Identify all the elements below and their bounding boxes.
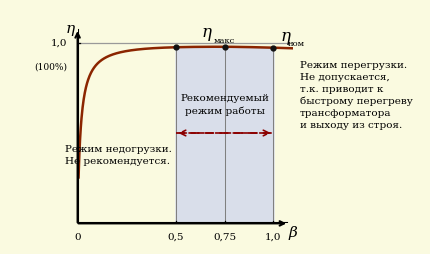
- Text: Рекомендуемый
режим работы: Рекомендуемый режим работы: [180, 94, 268, 115]
- Text: η: η: [280, 28, 290, 45]
- Text: макс: макс: [213, 37, 234, 44]
- Text: 0,5: 0,5: [167, 232, 183, 241]
- Text: ном: ном: [286, 40, 304, 48]
- Text: β: β: [288, 225, 297, 239]
- Text: η: η: [65, 22, 74, 36]
- Text: 0: 0: [74, 232, 81, 241]
- Text: η: η: [200, 24, 211, 41]
- Text: 0,75: 0,75: [212, 232, 236, 241]
- Text: (100%): (100%): [34, 62, 67, 71]
- Text: Режим перегрузки.
Не допускается,
т.к. приводит к
быстрому перегреву
трансформат: Режим перегрузки. Не допускается, т.к. п…: [299, 61, 412, 129]
- Text: Режим недогрузки.
Не рекомендуется.: Режим недогрузки. Не рекомендуется.: [65, 144, 172, 165]
- Text: 1,0: 1,0: [50, 39, 67, 48]
- Text: 1,0: 1,0: [264, 232, 281, 241]
